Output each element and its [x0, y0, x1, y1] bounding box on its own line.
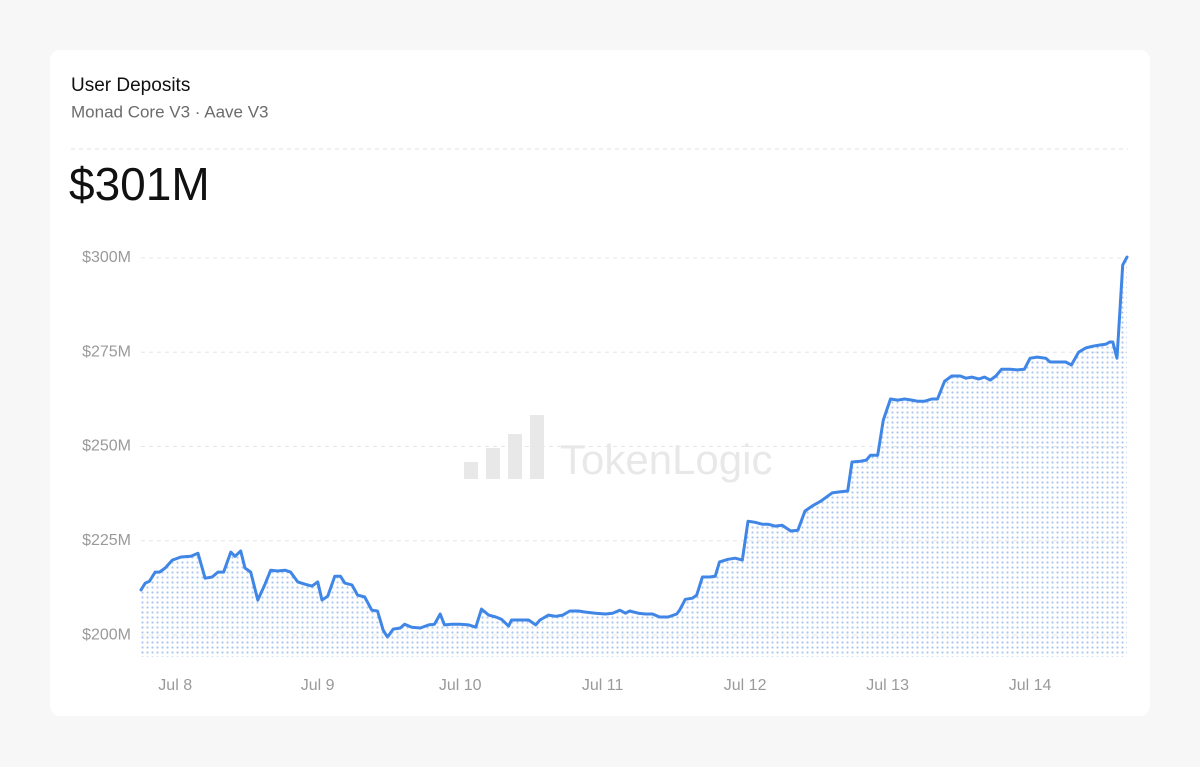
- chart-subtitle: Monad Core V3 · Aave V3: [71, 102, 269, 121]
- x-tick-label: Jul 9: [301, 677, 335, 694]
- watermark-text: TokenLogic: [560, 436, 772, 483]
- chart-title: User Deposits: [71, 75, 190, 96]
- x-tick-label: Jul 10: [439, 677, 482, 694]
- x-tick-label: Jul 11: [582, 677, 624, 694]
- x-tick-label: Jul 8: [158, 677, 192, 694]
- x-tick-label: Jul 14: [1009, 677, 1052, 694]
- x-tick-label: Jul 13: [866, 677, 909, 694]
- x-tick-label: Jul 12: [724, 677, 767, 694]
- area: [141, 257, 1127, 657]
- y-tick-label: $200M: [82, 626, 131, 643]
- y-tick-label: $275M: [82, 343, 131, 360]
- line: [139, 255, 1129, 639]
- headline-value: $301M: [69, 158, 210, 210]
- y-tick-label: $250M: [82, 438, 131, 455]
- y-tick-label: $300M: [82, 249, 131, 266]
- y-tick-label: $225M: [82, 532, 131, 549]
